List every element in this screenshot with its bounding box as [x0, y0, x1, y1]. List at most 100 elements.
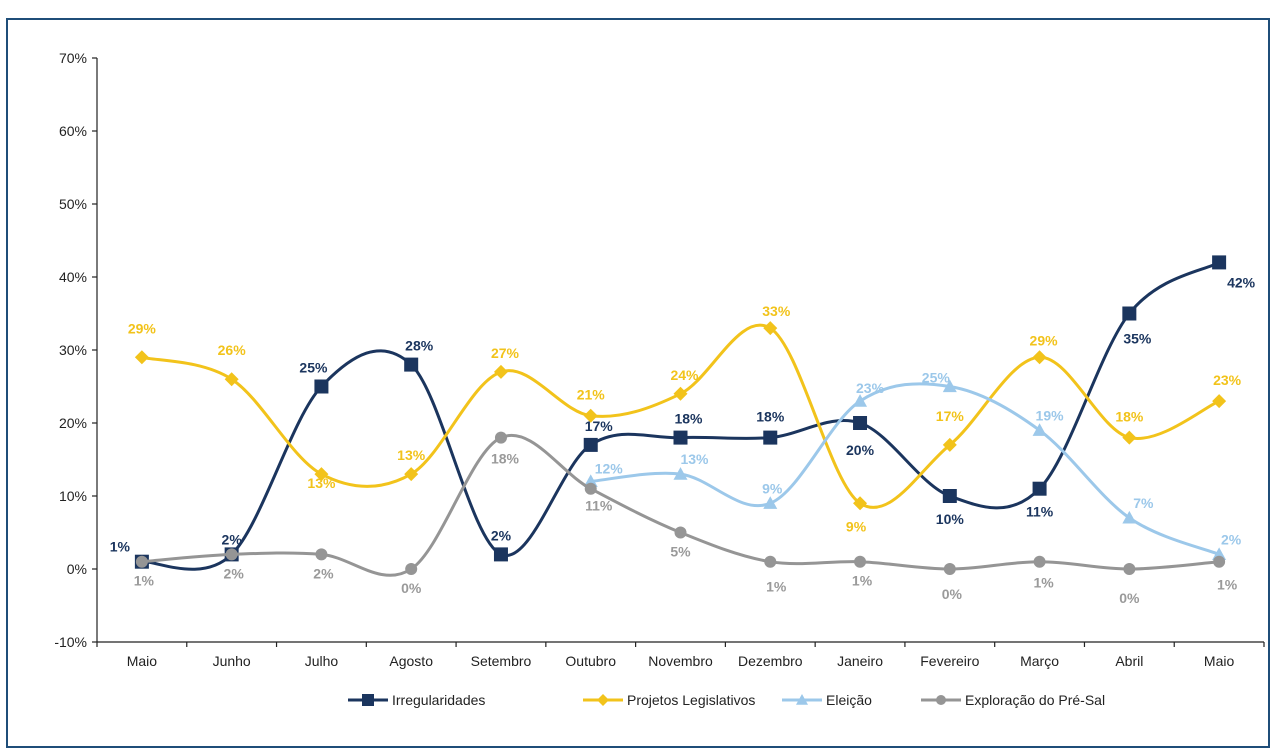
data-label-exploracao-do-pre-sal: 2% — [313, 565, 334, 581]
x-tick-label: Dezembro — [738, 653, 803, 669]
x-tick-label: Novembro — [648, 653, 713, 669]
point-projetos-legislativos — [224, 372, 239, 387]
point-projetos-legislativos — [583, 408, 598, 423]
point-irregularidades — [493, 547, 508, 562]
data-label-eleicao: 12% — [595, 460, 624, 476]
data-label-irregularidades: 10% — [936, 511, 965, 527]
y-tick-label: 10% — [59, 488, 87, 504]
data-label-exploracao-do-pre-sal: 0% — [942, 586, 963, 602]
point-exploracao-do-pre-sal — [943, 563, 956, 575]
data-label-projetos-legislativos: 21% — [577, 387, 606, 403]
point-irregularidades — [763, 430, 778, 445]
point-exploracao-do-pre-sal — [1123, 563, 1136, 575]
data-label-projetos-legislativos: 13% — [307, 475, 336, 491]
data-label-exploracao-do-pre-sal: 1% — [1033, 575, 1054, 591]
x-tick-label: Maio — [127, 653, 158, 669]
point-exploracao-do-pre-sal — [494, 431, 507, 444]
data-label-exploracao-do-pre-sal: 18% — [491, 451, 520, 467]
x-tick-label: Agosto — [389, 653, 433, 669]
point-projetos-legislativos — [1122, 430, 1137, 445]
y-tick-label: 60% — [59, 123, 87, 139]
point-exploracao-do-pre-sal — [764, 555, 777, 568]
data-label-irregularidades: 18% — [756, 409, 785, 425]
legend-marker-eleicao — [796, 694, 808, 705]
line-chart: -10% 0% 10% 20% 30% 40% 50% 60% 70% Maio Junho Julh… — [54, 50, 1265, 708]
data-label-eleicao: 7% — [1133, 495, 1154, 511]
y-tick-label: 30% — [59, 342, 87, 358]
point-exploracao-do-pre-sal — [674, 526, 687, 539]
point-eleicao — [763, 496, 778, 509]
point-eleicao — [1032, 423, 1047, 436]
x-tick-label: Abril — [1115, 653, 1143, 669]
y-tick-label: 0% — [67, 561, 87, 577]
point-exploracao-do-pre-sal — [315, 548, 328, 561]
series-line-eleicao — [589, 382, 1221, 556]
point-projetos-legislativos — [853, 496, 868, 511]
data-label-eleicao: 2% — [1221, 531, 1242, 547]
point-exploracao-do-pre-sal — [225, 548, 238, 561]
data-label-exploracao-do-pre-sal: 1% — [1217, 577, 1238, 593]
point-projetos-legislativos — [134, 350, 149, 365]
y-tick-label: 70% — [59, 50, 87, 66]
point-projetos-legislativos — [1212, 394, 1227, 409]
legend-label-projetos-legislativos: Projetos Legislativos — [627, 692, 755, 708]
point-projetos-legislativos — [673, 386, 688, 401]
axes: -10% 0% 10% 20% 30% 40% 50% 60% 70% Maio Junho Julh… — [54, 50, 1265, 669]
point-irregularidades — [942, 489, 957, 503]
data-label-exploracao-do-pre-sal: 1% — [766, 579, 787, 595]
data-label-eleicao: 19% — [1036, 407, 1065, 423]
data-label-eleicao: 9% — [762, 480, 783, 496]
x-tick-label: Julho — [305, 653, 339, 669]
data-labels: 1% 2% 25% 28% 2% 17% 18% 18% 20% 10% 11% 35% 42% 29% 2… — [110, 274, 1256, 606]
data-label-irregularidades: 20% — [846, 442, 875, 458]
point-irregularidades — [1032, 481, 1047, 496]
point-irregularidades — [1122, 306, 1137, 321]
point-irregularidades — [404, 357, 419, 372]
data-label-exploracao-do-pre-sal: 1% — [134, 573, 155, 589]
x-tick-label: Maio — [1204, 653, 1235, 669]
chart-frame: -10% 0% 10% 20% 30% 40% 50% 60% 70% Maio Junho Julh… — [6, 18, 1270, 748]
legend-label-exploracao-do-pre-sal: Exploração do Pré-Sal — [965, 692, 1105, 708]
point-exploracao-do-pre-sal — [584, 482, 597, 495]
data-label-irregularidades: 42% — [1227, 274, 1256, 290]
point-projetos-legislativos — [1032, 350, 1047, 365]
data-label-irregularidades: 25% — [299, 360, 328, 376]
data-label-projetos-legislativos: 29% — [1030, 332, 1059, 348]
data-label-irregularidades: 28% — [405, 338, 434, 354]
x-tick-label: Setembro — [471, 653, 532, 669]
y-tick-label: -10% — [54, 634, 87, 650]
legend-label-eleicao: Eleição — [826, 692, 872, 708]
data-label-irregularidades: 11% — [1026, 504, 1054, 520]
data-label-irregularidades: 18% — [674, 411, 703, 427]
point-irregularidades — [673, 430, 688, 445]
data-label-projetos-legislativos: 23% — [1213, 372, 1242, 388]
data-label-projetos-legislativos: 13% — [397, 447, 426, 463]
point-exploracao-do-pre-sal — [854, 555, 867, 568]
data-label-projetos-legislativos: 9% — [846, 518, 867, 534]
data-label-exploracao-do-pre-sal: 0% — [401, 580, 422, 596]
legend-label-irregularidades: Irregularidades — [392, 692, 485, 708]
point-irregularidades — [583, 437, 598, 452]
data-label-exploracao-do-pre-sal: 5% — [670, 544, 691, 560]
data-label-projetos-legislativos: 29% — [128, 320, 157, 336]
data-label-eleicao: 25% — [922, 370, 951, 386]
data-label-projetos-legislativos: 18% — [1115, 409, 1144, 425]
x-tick-label: Outubro — [565, 653, 616, 669]
x-tick-label: Março — [1020, 653, 1059, 669]
point-projetos-legislativos — [763, 321, 778, 336]
point-projetos-legislativos — [404, 467, 419, 482]
data-label-eleicao: 13% — [680, 451, 709, 467]
data-label-projetos-legislativos: 26% — [218, 342, 247, 358]
y-tick-label: 20% — [59, 415, 87, 431]
data-label-irregularidades: 2% — [222, 531, 243, 547]
point-eleicao — [942, 379, 957, 393]
data-label-exploracao-do-pre-sal: 1% — [852, 573, 873, 589]
point-eleicao — [673, 467, 688, 480]
legend: Irregularidades Projetos Legislativos Elei… — [348, 692, 1105, 708]
data-label-exploracao-do-pre-sal: 0% — [1119, 590, 1140, 606]
legend-marker-exploracao-do-pre-sal — [936, 695, 946, 705]
data-label-irregularidades: 17% — [585, 418, 614, 434]
data-label-projetos-legislativos: 33% — [762, 303, 791, 319]
point-exploracao-do-pre-sal — [405, 563, 418, 575]
data-label-projetos-legislativos: 27% — [491, 345, 520, 361]
